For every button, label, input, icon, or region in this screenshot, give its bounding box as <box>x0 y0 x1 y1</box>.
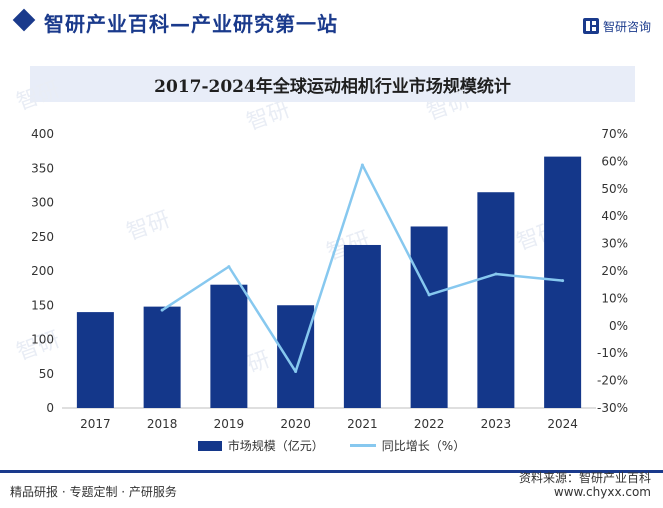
header-title: 智研产业百科—产业研究第一站 <box>44 12 338 36</box>
legend-label-growth: 同比增长（%） <box>381 439 466 453</box>
right-axis-tick: 60% <box>601 154 628 168</box>
left-axis-tick: 100 <box>31 333 54 347</box>
left-axis-tick: 400 <box>31 127 54 141</box>
bar-2021 <box>343 244 381 408</box>
right-axis-tick: -10% <box>597 346 628 360</box>
left-axis-tick: 50 <box>39 367 54 381</box>
right-axis-tick: 40% <box>601 209 628 223</box>
bar-2019 <box>210 284 248 408</box>
watermark-mark-2: 智研 <box>424 87 474 126</box>
bar-2023 <box>477 192 515 408</box>
watermark-mark-1: 智研 <box>244 97 294 136</box>
legend-bar-swatch <box>197 440 222 451</box>
growth-point-2018 <box>160 308 164 312</box>
left-axis-tick: 200 <box>31 264 54 278</box>
growth-point-2023 <box>494 272 498 276</box>
top-header: 智研产业百科—产业研究第一站 智研咨询 <box>0 0 663 46</box>
x-axis-tick: 2021 <box>347 417 378 431</box>
chart-title-band: 2017-2024年全球运动相机行业市场规模统计 <box>30 66 635 102</box>
footer-rule <box>0 470 663 473</box>
right-axis-tick: 0% <box>609 319 628 333</box>
legend-label-market-size: 市场规模（亿元） <box>227 439 324 453</box>
footer-source: 资料来源：智研产业百科 <box>518 471 651 485</box>
footer-url[interactable]: www.chyxx.com <box>553 485 651 499</box>
x-axis-tick: 2019 <box>214 417 245 431</box>
growth-point-2022 <box>427 293 431 297</box>
x-axis-tick: 2024 <box>547 417 578 431</box>
chart-title: 2017-2024年全球运动相机行业市场规模统计 <box>154 76 511 97</box>
right-axis-tick: -30% <box>597 401 628 415</box>
growth-point-2019 <box>227 265 231 269</box>
watermark-mark-0: 智研 <box>14 77 64 116</box>
bar-2017 <box>76 312 114 408</box>
left-axis-tick: 0 <box>46 401 54 415</box>
left-axis-tick: 350 <box>31 161 54 175</box>
left-axis-tick: 250 <box>31 230 54 244</box>
left-axis-tick: 150 <box>31 298 54 312</box>
growth-point-2024 <box>561 279 565 283</box>
right-axis-tick: -20% <box>597 374 628 388</box>
legend-item-growth: 同比增长（%） <box>349 437 466 454</box>
x-axis-tick: 2017 <box>80 417 111 431</box>
x-axis-tick: 2020 <box>280 417 311 431</box>
right-axis-tick: 30% <box>601 237 628 251</box>
logo-text: 智研咨询 <box>602 19 651 34</box>
growth-point-2021 <box>360 163 364 167</box>
legend-item-market-size: 市场规模（亿元） <box>197 437 324 454</box>
chart-legend: 市场规模（亿元） 同比增长（%） <box>0 437 663 454</box>
x-axis-tick: 2022 <box>414 417 445 431</box>
bar-2022 <box>410 226 448 408</box>
right-axis-tick: 10% <box>601 291 628 305</box>
watermark-mark-3: 智研 <box>124 207 174 246</box>
x-axis-tick: 2023 <box>481 417 512 431</box>
x-axis-tick: 2018 <box>147 417 178 431</box>
right-axis-tick: 20% <box>601 264 628 278</box>
right-axis-tick: 70% <box>601 127 628 141</box>
legend-line-swatch <box>349 444 376 447</box>
left-axis-tick: 300 <box>31 196 54 210</box>
footer-services: 精品研报 · 专题定制 · 产研服务 <box>10 485 177 499</box>
bar-2024 <box>544 156 582 408</box>
growth-point-2020 <box>294 370 298 374</box>
bar-2020 <box>277 305 315 408</box>
header-logo: 智研咨询 <box>582 16 651 36</box>
right-axis-tick: 50% <box>601 182 628 196</box>
logo-icon <box>582 18 599 34</box>
bar-2018 <box>143 306 181 408</box>
